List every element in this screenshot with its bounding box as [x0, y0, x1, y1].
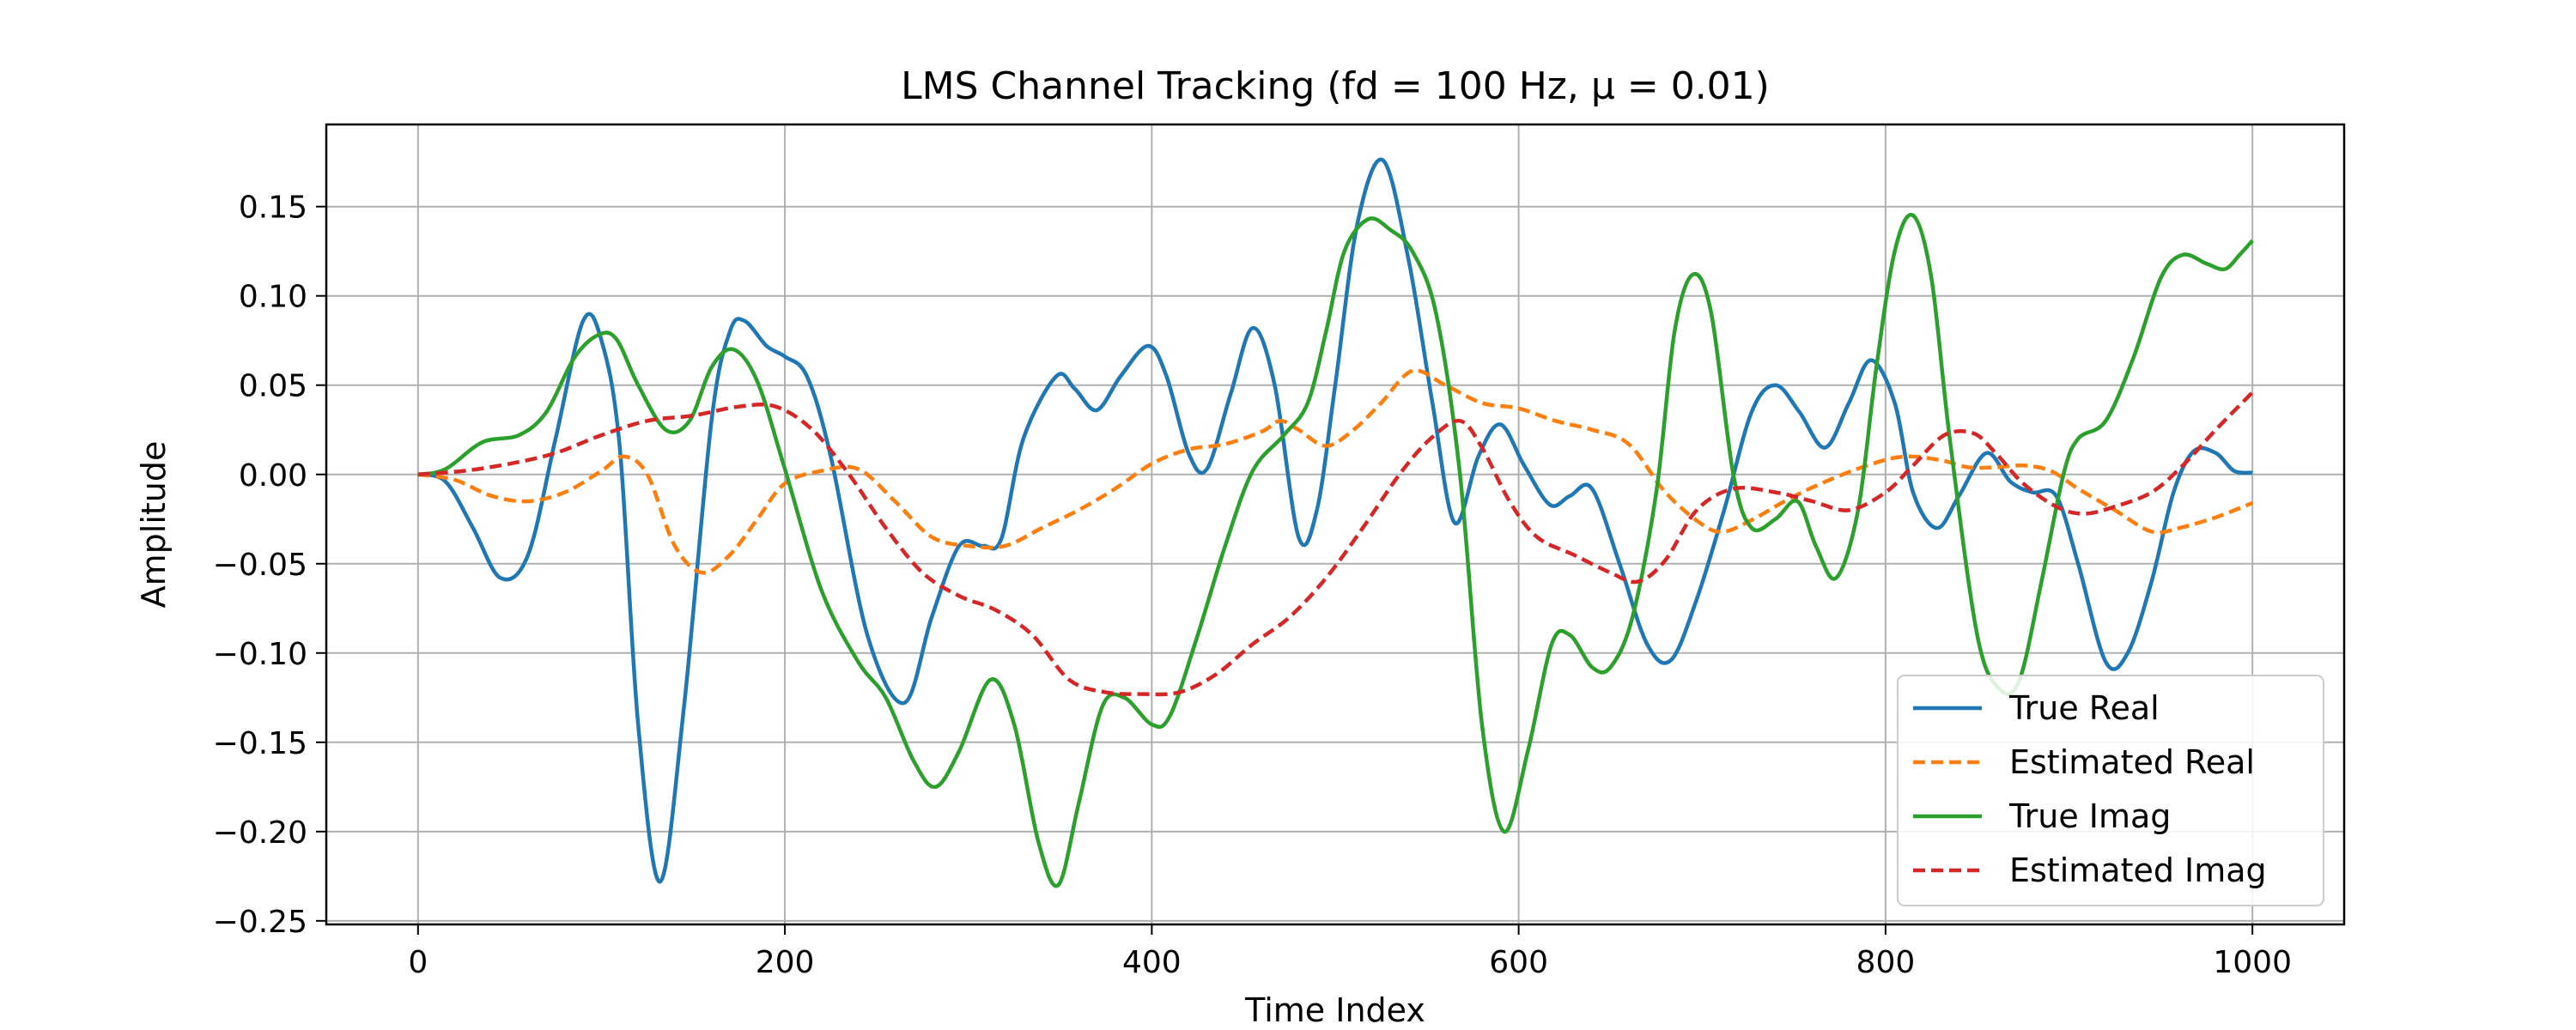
y-tick-label: 0.05: [239, 369, 307, 404]
plot-frame: [325, 123, 2346, 926]
series-layer: [417, 157, 2254, 888]
y-tick-label: −0.25: [213, 905, 307, 940]
legend-label: True Imag: [2008, 797, 2171, 835]
legend-label: Estimated Imag: [2009, 851, 2267, 889]
x-tick-label: 1000: [2213, 945, 2292, 980]
y-tick-label: −0.05: [213, 548, 307, 583]
series-line-true-real: [417, 157, 2253, 884]
y-tick-label: 0.00: [239, 458, 307, 494]
y-axis-label: Amplitude: [135, 441, 173, 609]
y-tick-label: −0.10: [213, 637, 307, 672]
legend-label: Estimated Real: [2009, 743, 2255, 781]
x-tick-label: 0: [408, 945, 428, 980]
legend-label: True Real: [2008, 689, 2160, 727]
y-tick-label: −0.15: [213, 726, 307, 761]
x-tick-label: 600: [1489, 945, 1548, 980]
x-tick-label: 200: [756, 945, 815, 980]
legend: True Real Estimated Real True Imag Estimate…: [1897, 675, 2324, 906]
x-tick-label: 800: [1856, 945, 1916, 980]
y-tick-label: 0.10: [239, 280, 307, 315]
series-line-true-imag: [417, 212, 2254, 888]
series-line-estimated-real: [417, 368, 2254, 575]
x-axis-label: Time Index: [1244, 991, 1425, 1029]
axis-ticks: 0 200 400 600 800 1000 −0.25 −0.20 −0.15 −0.10 −0.…: [213, 191, 2292, 980]
chart-title: LMS Channel Tracking (fd = 100 Hz, μ = 0…: [901, 64, 1770, 108]
y-tick-label: −0.20: [213, 815, 307, 851]
x-tick-label: 400: [1122, 945, 1182, 980]
series-line-estimated-imag: [417, 391, 2254, 697]
y-tick-label: 0.15: [239, 191, 307, 226]
legend-frame: [1897, 675, 2324, 906]
